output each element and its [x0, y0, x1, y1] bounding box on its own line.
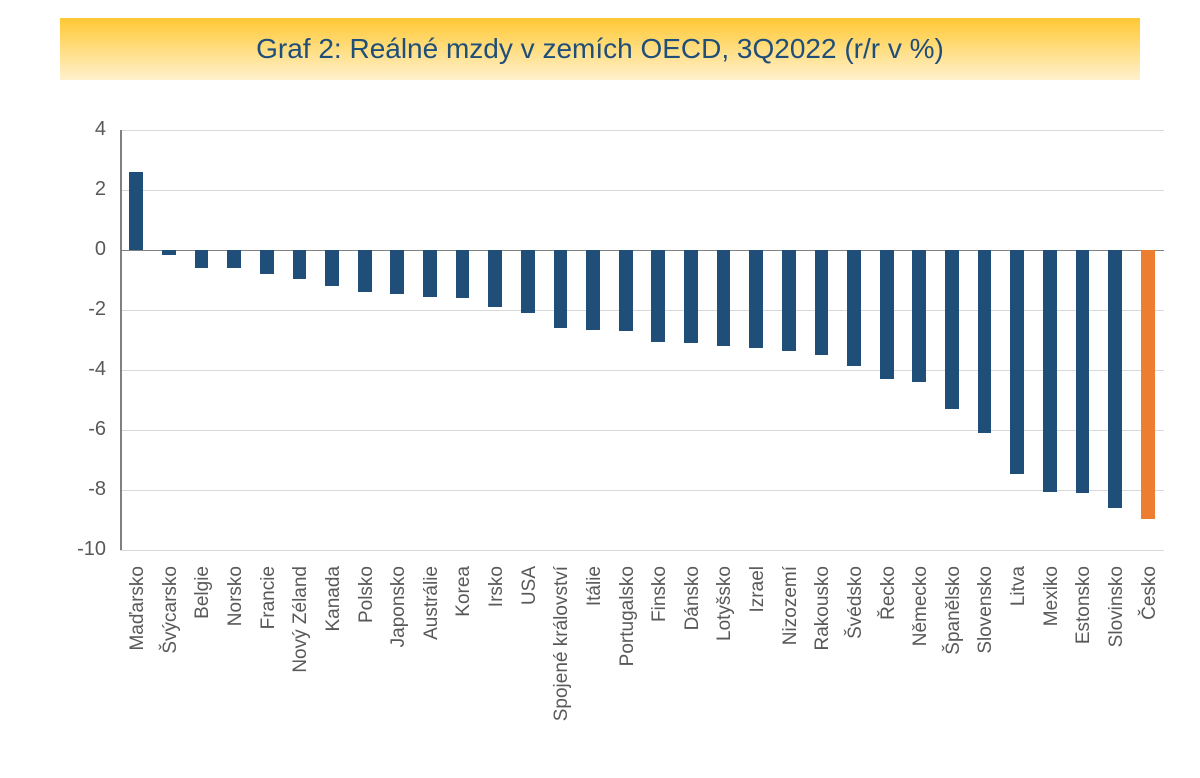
- bar: [880, 250, 894, 379]
- x-category-label: USA: [519, 566, 541, 778]
- x-category-label: Japonsko: [388, 566, 410, 778]
- y-tick-label: -2: [88, 298, 106, 321]
- bar: [586, 250, 600, 330]
- bar: [945, 250, 959, 409]
- grid-line: [120, 550, 1164, 551]
- bar: [195, 250, 209, 268]
- page: Graf 2: Reálné mzdy v zemích OECD, 3Q202…: [0, 0, 1200, 778]
- bar: [978, 250, 992, 433]
- x-category-label: Česko: [1139, 566, 1161, 778]
- y-tick-label: -10: [77, 538, 106, 561]
- x-category-label: Francie: [258, 566, 280, 778]
- bar: [488, 250, 502, 307]
- x-category-label: Spojené království: [551, 566, 573, 778]
- zero-axis-line: [120, 250, 1164, 252]
- bar: [325, 250, 339, 286]
- bar: [227, 250, 241, 268]
- bar: [129, 172, 143, 250]
- x-category-label: Finsko: [649, 566, 671, 778]
- bar: [815, 250, 829, 355]
- y-tick-label: 2: [95, 178, 106, 201]
- x-category-label: Řecko: [878, 566, 900, 778]
- bar: [293, 250, 307, 279]
- x-category-label: Austrálie: [421, 566, 443, 778]
- bar: [390, 250, 404, 294]
- x-category-label: Španělsko: [943, 566, 965, 778]
- x-category-label: Belgie: [192, 566, 214, 778]
- y-axis-line: [120, 130, 122, 550]
- y-tick-label: -8: [88, 478, 106, 501]
- x-category-label: Slovensko: [975, 566, 997, 778]
- x-category-label: Německo: [910, 566, 932, 778]
- x-category-label: Dánsko: [682, 566, 704, 778]
- y-tick-label: 0: [95, 238, 106, 261]
- grid-line: [120, 190, 1164, 191]
- x-category-label: Rakousko: [812, 566, 834, 778]
- x-category-label: Lotyšsko: [714, 566, 736, 778]
- bar: [456, 250, 470, 298]
- bar: [521, 250, 535, 313]
- grid-line: [120, 490, 1164, 491]
- x-category-label: Polsko: [356, 566, 378, 778]
- x-category-label: Litva: [1008, 566, 1030, 778]
- bar: [1141, 250, 1155, 519]
- x-category-label: Švédsko: [845, 566, 867, 778]
- x-category-label: Švýcarsko: [160, 566, 182, 778]
- grid-line: [120, 310, 1164, 311]
- x-category-label: Irsko: [486, 566, 508, 778]
- x-category-label: Norsko: [225, 566, 247, 778]
- x-category-label: Mexiko: [1041, 566, 1063, 778]
- y-tick-label: -6: [88, 418, 106, 441]
- bar: [260, 250, 274, 274]
- x-category-label: Korea: [453, 566, 475, 778]
- chart-plot-area: 420-2-4-6-8-10MaďarskoŠvýcarskoBelgieNor…: [120, 130, 1164, 550]
- bar: [847, 250, 861, 366]
- x-category-label: Itálie: [584, 566, 606, 778]
- bar: [717, 250, 731, 346]
- bar: [749, 250, 763, 348]
- bar: [1076, 250, 1090, 493]
- bar: [162, 250, 176, 255]
- bar: [684, 250, 698, 343]
- bar: [619, 250, 633, 331]
- x-category-label: Maďarsko: [127, 566, 149, 778]
- x-category-label: Slovinsko: [1106, 566, 1128, 778]
- x-category-label: Nový Zéland: [290, 566, 312, 778]
- grid-line: [120, 430, 1164, 431]
- bar: [782, 250, 796, 351]
- bar: [651, 250, 665, 342]
- bar: [1043, 250, 1057, 492]
- bar: [912, 250, 926, 382]
- chart-title-bar: Graf 2: Reálné mzdy v zemích OECD, 3Q202…: [60, 18, 1140, 80]
- bar: [358, 250, 372, 292]
- grid-line: [120, 370, 1164, 371]
- grid-line: [120, 130, 1164, 131]
- bar: [423, 250, 437, 297]
- x-category-label: Nizozemí: [780, 566, 802, 778]
- chart-title: Graf 2: Reálné mzdy v zemích OECD, 3Q202…: [256, 33, 944, 65]
- x-category-label: Portugalsko: [617, 566, 639, 778]
- y-tick-label: -4: [88, 358, 106, 381]
- bar: [1010, 250, 1024, 474]
- y-tick-label: 4: [95, 118, 106, 141]
- bar: [1108, 250, 1122, 508]
- x-category-label: Izrael: [747, 566, 769, 778]
- x-category-label: Kanada: [323, 566, 345, 778]
- bar: [554, 250, 568, 328]
- x-category-label: Estonsko: [1073, 566, 1095, 778]
